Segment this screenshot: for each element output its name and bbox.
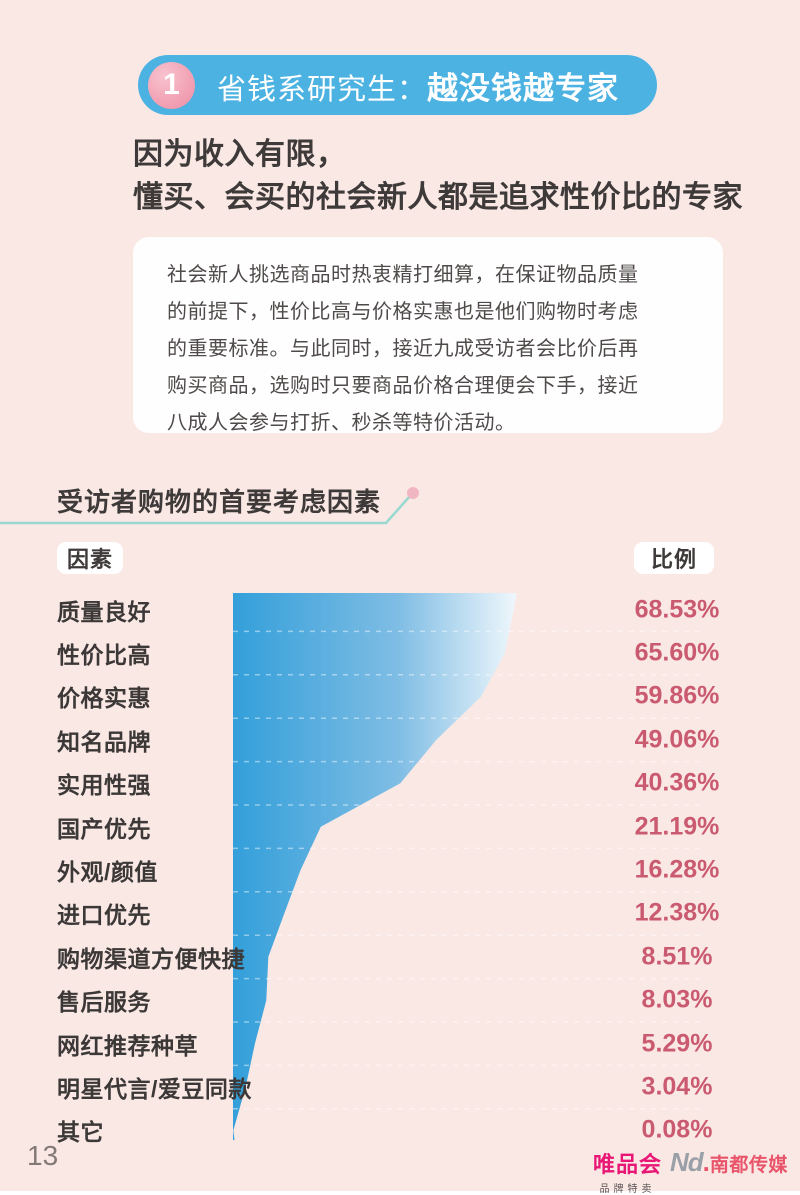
category-label: 外观/颜值 [57, 859, 158, 886]
nandu-logo: Nd. 南都传媒 [670, 1147, 788, 1178]
row-gridlines [233, 630, 703, 1110]
section-header-pill: 1 省钱系研究生：越没钱越专家 [138, 55, 657, 115]
section-title-prefix: 省钱系研究生： [217, 73, 428, 106]
category-label: 质量良好 [57, 598, 151, 625]
intro-line-2: 懂买、会买的社会新人都是追求性价比的专家 [133, 181, 743, 214]
vip-logo-text: 唯品会 [593, 1152, 663, 1177]
chart-row: 售后服务 8.03% [0, 979, 800, 1022]
value-label: 68.53% [634, 595, 720, 624]
nandu-logo-dot: . [702, 1147, 710, 1177]
category-label: 明星代言/爱豆同款 [57, 1075, 252, 1102]
category-label: 实用性强 [57, 772, 151, 799]
chart-title: 受访者购物的首要考虑因素 [57, 487, 382, 517]
value-label: 8.51% [641, 942, 713, 971]
chart-row: 明星代言/爱豆同款 3.04% [0, 1065, 800, 1108]
chart-row: 知名品牌 49.06% [0, 718, 800, 761]
chart-row: 网红推荐种草 5.29% [0, 1022, 800, 1065]
vip-logo: 唯品会 品牌特卖 [593, 1147, 662, 1195]
value-label: 59.86% [634, 681, 720, 710]
chart-row: 性价比高 65.60% [0, 631, 800, 674]
chart-rows: 质量良好 68.53% 性价比高 65.60% 价格实惠 59.86% 知名品牌 49.06%… [0, 588, 800, 1152]
category-label: 购物渠道方便快捷 [57, 945, 245, 972]
value-label: 12.38% [634, 898, 720, 927]
callout-dot-icon [407, 487, 419, 499]
intro-line-1: 因为收入有限， [133, 138, 347, 171]
summary-box: 社会新人挑选商品时热衷精打细算，在保证物品质量 的前提下，性价比高与价格实惠也是… [133, 237, 723, 434]
value-label: 65.60% [634, 638, 720, 667]
category-label: 其它 [57, 1119, 104, 1146]
category-label: 进口优先 [57, 902, 151, 929]
chart-row: 其它 0.08% [0, 1109, 800, 1152]
chart-row: 进口优先 12.38% [0, 892, 800, 935]
category-label: 网红推荐种草 [57, 1032, 198, 1059]
page-number: 13 [27, 1140, 59, 1171]
category-label: 国产优先 [57, 815, 151, 842]
section-number-badge: 1 [148, 61, 195, 109]
value-label: 40.36% [634, 768, 720, 797]
callout-line-icon [0, 487, 419, 525]
funnel-shape [233, 593, 517, 1140]
value-label: 21.19% [634, 812, 720, 841]
intro-headline: 因为收入有限， 懂买、会买的社会新人都是追求性价比的专家 [133, 133, 743, 219]
chart-row: 实用性强 40.36% [0, 762, 800, 805]
section-title-emphasis: 越没钱越专家 [427, 70, 620, 106]
value-label: 5.29% [641, 1029, 713, 1058]
column-header-factor: 因素 [57, 542, 123, 574]
summary-text: 社会新人挑选商品时热衷精打细算，在保证物品质量 的前提下，性价比高与价格实惠也是… [167, 264, 639, 434]
nandu-logo-mark: Nd [670, 1147, 704, 1177]
chart-row: 价格实惠 59.86% [0, 675, 800, 718]
nandu-logo-name: 南都传媒 [709, 1155, 788, 1176]
chart-row: 质量良好 68.53% [0, 588, 800, 631]
value-label: 16.28% [634, 855, 720, 884]
category-label: 价格实惠 [57, 685, 151, 712]
chart-row: 购物渠道方便快捷 8.51% [0, 935, 800, 978]
column-header-ratio: 比例 [634, 542, 714, 574]
category-label: 性价比高 [57, 642, 151, 669]
category-label: 知名品牌 [57, 728, 151, 755]
vip-logo-subtext: 品牌特卖 [599, 1184, 656, 1195]
category-label: 售后服务 [57, 989, 151, 1016]
chart-row: 外观/颜值 16.28% [0, 848, 800, 891]
section-title: 省钱系研究生：越没钱越专家 [217, 63, 619, 108]
chart-row: 国产优先 21.19% [0, 805, 800, 848]
value-label: 0.08% [641, 1115, 713, 1144]
funnel-chart [233, 593, 703, 1140]
value-label: 8.03% [641, 985, 713, 1014]
value-label: 49.06% [634, 725, 720, 754]
value-label: 3.04% [641, 1072, 713, 1101]
